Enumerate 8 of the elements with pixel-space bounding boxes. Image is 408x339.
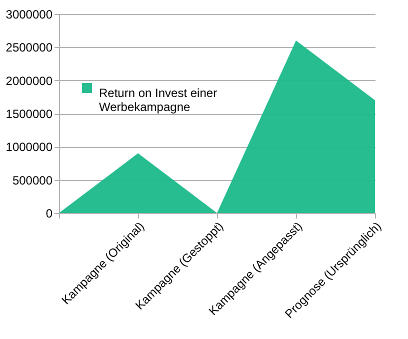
- y-tick-label: 500000: [12, 173, 53, 188]
- y-tick-label: 3000000: [6, 8, 53, 22]
- y-tick-label: 1500000: [6, 107, 53, 121]
- y-tick-label: 2000000: [6, 74, 53, 88]
- y-tick-label: 0: [46, 206, 53, 220]
- y-tick-label: 1000000: [6, 140, 53, 154]
- y-tick-label: 2500000: [6, 40, 53, 55]
- legend-label: Return on Invest einer Werbekampagne: [99, 86, 218, 114]
